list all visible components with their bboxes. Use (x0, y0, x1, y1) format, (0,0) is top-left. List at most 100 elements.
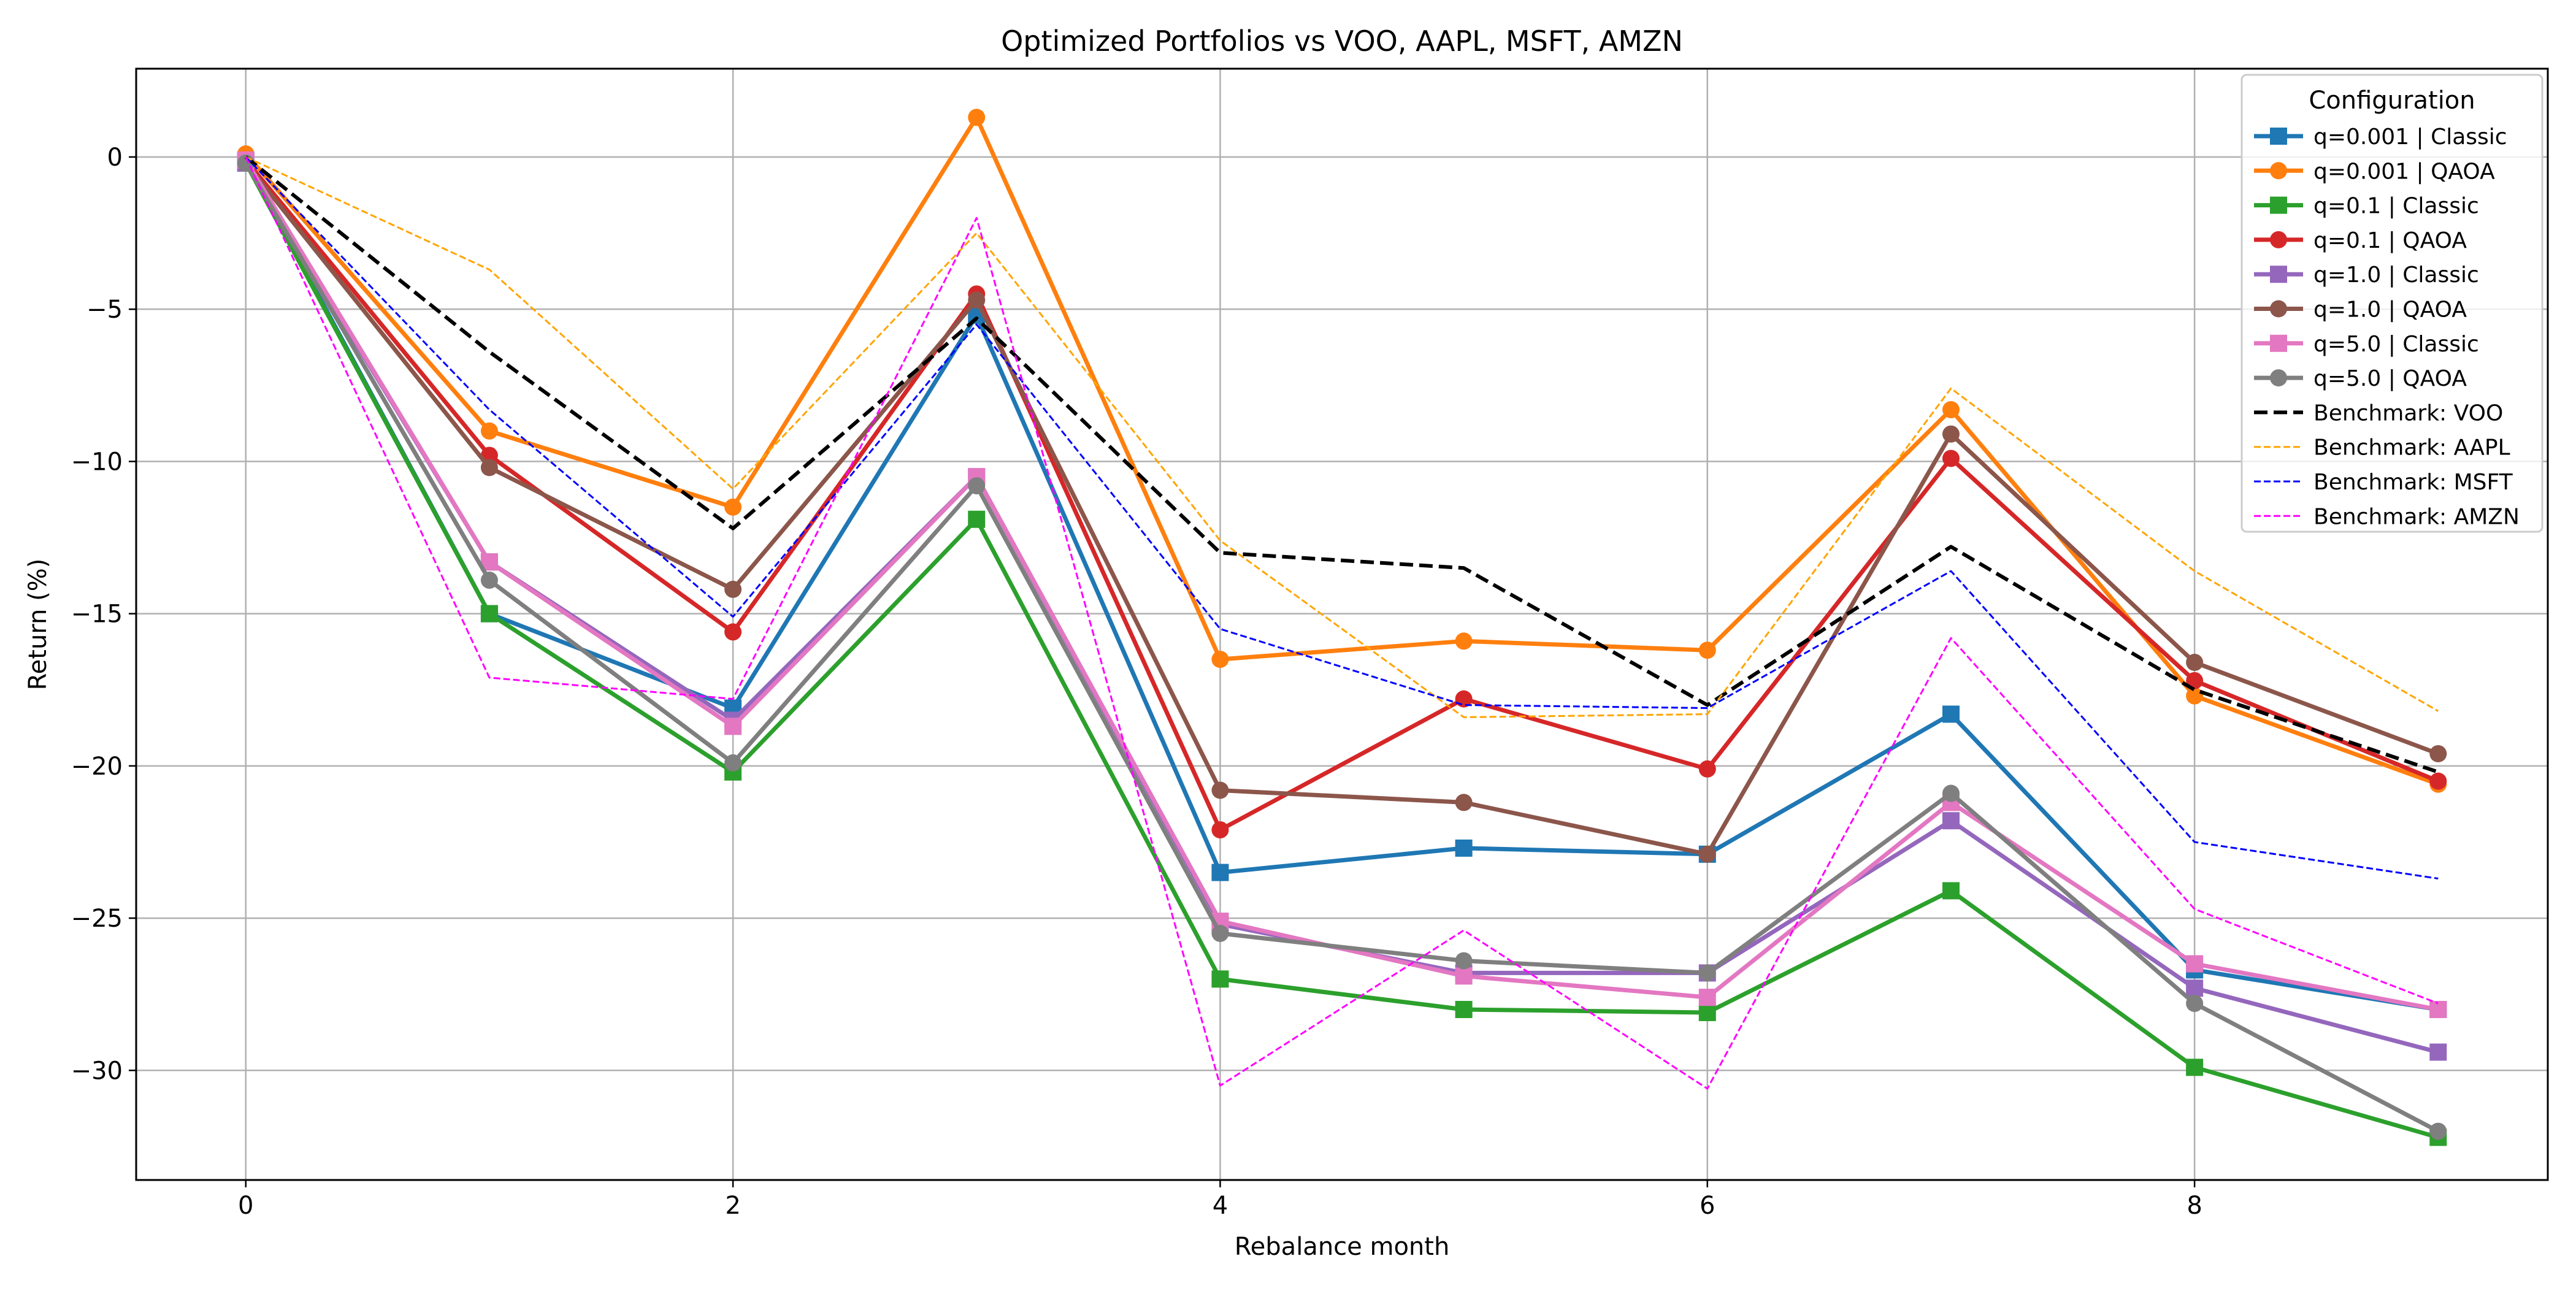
data-point (1942, 784, 1960, 802)
data-point (1698, 760, 1716, 778)
x-tick-label: 2 (725, 1192, 740, 1220)
legend-item: q=5.0 | QAOA (2254, 366, 2467, 391)
legend-title: Configuration (2309, 86, 2475, 115)
data-point (724, 718, 742, 735)
data-point (724, 754, 742, 772)
chart-title: Optimized Portfolios vs VOO, AAPL, MSFT,… (1001, 25, 1683, 58)
series-2 (237, 154, 2447, 1146)
data-point (724, 580, 742, 598)
series-line (243, 162, 2439, 1133)
data-point (2186, 672, 2204, 689)
legend-label: q=1.0 | QAOA (2313, 297, 2467, 323)
series-3 (237, 151, 2447, 839)
series-line (243, 159, 2439, 1012)
series-line (244, 115, 2439, 786)
data-point (1942, 882, 1960, 900)
data-point (1942, 812, 1960, 830)
x-tick-label: 0 (238, 1192, 253, 1220)
y-axis-label: Return (%) (24, 559, 52, 691)
data-point (1698, 642, 1716, 659)
x-tick-label: 6 (1700, 1192, 1715, 1220)
x-axis-ticks: 0 2 4 6 8 (238, 1180, 2202, 1220)
data-point (2186, 1059, 2204, 1076)
legend-marker (2270, 231, 2287, 248)
data-point (1455, 794, 1473, 811)
data-point (480, 605, 498, 623)
data-point (2186, 687, 2204, 705)
y-tick-label: −10 (71, 448, 123, 476)
legend-label: q=0.001 | Classic (2313, 125, 2507, 150)
data-point (1942, 425, 1960, 443)
data-point (724, 623, 742, 641)
legend-marker (2270, 266, 2287, 283)
legend-marker (2270, 369, 2287, 387)
legend-label: q=1.0 | Classic (2313, 262, 2479, 288)
legend-label: Benchmark: AMZN (2313, 504, 2520, 529)
legend-label: q=0.1 | Classic (2313, 194, 2479, 219)
y-tick-label: −30 (71, 1057, 123, 1085)
series-8 (244, 155, 2439, 774)
data-point (480, 572, 498, 589)
x-axis-label: Rebalance month (1235, 1233, 1450, 1261)
data-point (1455, 632, 1473, 650)
y-tick-label: −5 (86, 296, 123, 324)
legend-item: q=5.0 | Classic (2254, 332, 2479, 357)
data-point (1211, 651, 1229, 668)
data-point (2429, 1043, 2447, 1061)
series-11 (245, 156, 2439, 1090)
data-point (968, 510, 986, 528)
legend-marker (2270, 128, 2287, 145)
y-axis-ticks: 0 −5 −10 −15 −20 −25 −30 (71, 144, 136, 1085)
legend-label: Benchmark: MSFT (2313, 470, 2513, 495)
series-line (245, 156, 2439, 880)
data-point (1455, 839, 1473, 857)
plot-area-frame (135, 67, 2549, 1181)
legend-label: q=5.0 | QAOA (2313, 366, 2467, 391)
legend-item: q=0.001 | QAOA (2254, 159, 2495, 184)
data-point (1698, 845, 1716, 863)
data-point (2429, 1122, 2447, 1140)
data-point (2186, 654, 2204, 672)
legend-label: q=0.001 | QAOA (2313, 159, 2495, 184)
legend-marker (2270, 334, 2287, 352)
legend-label: q=5.0 | Classic (2313, 332, 2479, 357)
data-point (968, 109, 986, 126)
data-point (1211, 924, 1229, 942)
series-9 (245, 156, 2439, 718)
legend-item: q=0.001 | Classic (2254, 125, 2507, 150)
series-10 (245, 156, 2439, 880)
y-tick-label: −20 (71, 753, 123, 781)
data-point (1211, 821, 1229, 839)
data-point (1698, 964, 1716, 982)
data-point (1455, 1000, 1473, 1018)
legend-item: Benchmark: AMZN (2254, 504, 2520, 529)
data-point (1455, 952, 1473, 970)
data-point (1942, 401, 1960, 419)
legend-box (2241, 74, 2543, 533)
data-point (1211, 970, 1229, 988)
legend-item: q=0.1 | Classic (2254, 194, 2479, 219)
data-point (1455, 967, 1473, 985)
legend-items: q=0.001 | Classic q=0.001 | QAOA q=0.1 | C… (2254, 125, 2520, 529)
x-tick-label: 8 (2187, 1192, 2202, 1220)
legend-marker (2270, 162, 2287, 180)
data-point (1211, 781, 1229, 799)
legend-item: Benchmark: VOO (2254, 400, 2503, 426)
data-point (2186, 995, 2204, 1013)
series-line (243, 161, 2439, 857)
data-point (968, 291, 986, 309)
data-point (2186, 955, 2204, 973)
data-point (480, 422, 498, 440)
data-point (968, 477, 986, 495)
y-tick-label: 0 (107, 144, 123, 172)
data-point (2429, 745, 2447, 762)
legend-label: Benchmark: VOO (2313, 400, 2503, 426)
series-line (243, 162, 2439, 1140)
data-point (2429, 772, 2447, 790)
data-point (2429, 1000, 2447, 1018)
legend-item: q=1.0 | QAOA (2254, 297, 2467, 323)
